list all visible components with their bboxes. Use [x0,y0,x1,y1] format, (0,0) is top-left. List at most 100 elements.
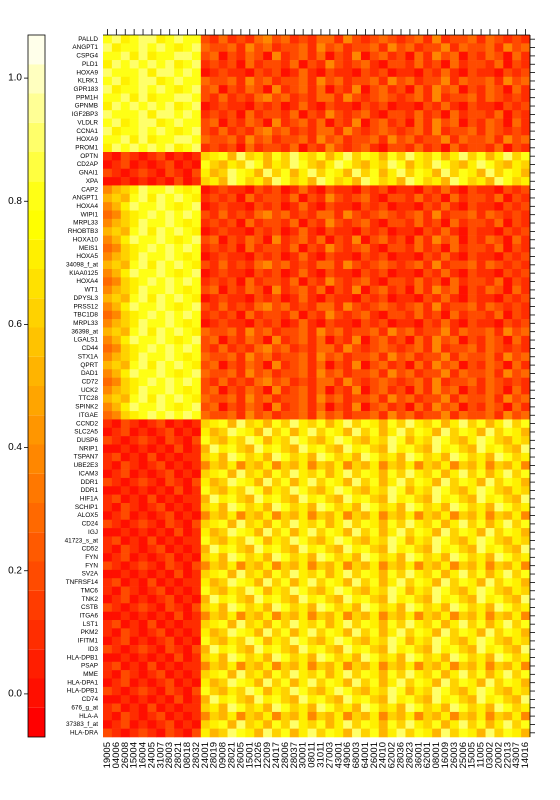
heatmap-cell [103,419,113,429]
heatmap-cell [414,277,424,287]
heatmap-cell [369,269,380,278]
heatmap-cell [369,703,380,713]
heatmap-cell [485,670,495,679]
heatmap-cell [441,436,451,445]
heatmap-cell [263,544,273,554]
heatmap-cell [458,135,469,144]
heatmap-cell [369,519,380,529]
heatmap-cell [467,486,477,495]
heatmap-cell [485,695,495,704]
heatmap-cell [512,561,522,571]
heatmap-cell [521,411,531,420]
heatmap-cell [334,411,344,420]
heatmap-cell [103,227,113,236]
heatmap-cell [236,51,246,61]
heatmap-cell [414,645,424,654]
heatmap-cell [129,486,139,495]
heatmap-cell [334,85,344,94]
heatmap-cell [111,310,122,320]
heatmap-cell [289,218,300,228]
heatmap-cell [254,452,264,462]
heatmap-cell [174,452,184,462]
heatmap-cell [272,243,282,253]
heatmap-cell [272,386,282,395]
heatmap-cell [414,686,424,696]
heatmap-cell [307,536,317,546]
heatmap-cell [316,76,326,86]
heatmap-cell [458,285,469,295]
heatmap-cell [165,519,175,529]
heatmap-cell [245,703,255,713]
heatmap-cell [103,43,113,53]
heatmap-cell [360,193,371,203]
heatmap-cell [263,486,273,495]
heatmap-cell [111,720,122,729]
heatmap-cell [441,419,451,429]
heatmap-cell [236,202,246,211]
heatmap-cell [191,461,202,470]
heatmap-cell [334,544,344,554]
heatmap-cell [432,76,442,86]
heatmap-cell [254,536,264,546]
heatmap-cell [449,60,460,69]
heatmap-cell [138,586,148,596]
heatmap-cell [387,411,397,420]
column-label: 28036 [396,742,407,768]
key-band [28,327,45,357]
heatmap-cell [111,594,122,604]
heatmap-cell [423,503,433,512]
heatmap-cell [396,720,406,729]
heatmap-cell [174,143,184,153]
heatmap-cell [423,519,433,529]
heatmap-cell [378,235,388,245]
heatmap-cell [120,452,130,462]
heatmap-cell [120,444,130,454]
heatmap-cell [245,653,255,663]
heatmap-cell [227,377,237,387]
heatmap-cell [423,327,433,337]
heatmap-cell [183,302,193,312]
heatmap-cell [156,394,166,404]
heatmap-cell [387,168,397,178]
heatmap-cell [334,302,344,312]
heatmap-cell [129,594,139,604]
heatmap-cell [521,360,531,370]
heatmap-cell [120,76,130,86]
heatmap-cell [476,728,486,738]
heatmap-cell [441,586,451,596]
heatmap-cell [254,386,264,395]
heatmap-cell [369,653,380,663]
heatmap-cell [494,645,504,654]
heatmap-cell [298,569,308,579]
heatmap-cell [183,436,193,445]
heatmap-cell [494,561,504,571]
heatmap-cell [512,160,522,170]
heatmap-cell [405,394,415,404]
heatmap-cell [147,628,157,638]
heatmap-cell [280,728,291,738]
heatmap-cell [156,452,166,462]
heatmap-cell [138,511,148,521]
heatmap-cell [191,394,202,404]
heatmap-cell [263,85,273,94]
heatmap-cell [432,469,442,479]
heatmap-cell [280,519,291,529]
heatmap-cell [316,60,326,69]
heatmap-cell [272,553,282,562]
heatmap-cell [183,85,193,94]
heatmap-cell [405,35,415,44]
heatmap-cell [343,711,353,721]
heatmap-cell [334,477,344,487]
heatmap-cell [298,135,308,144]
heatmap-cell [272,210,282,220]
heatmap-cell [254,645,264,654]
heatmap-cell [396,695,406,704]
heatmap-cell [467,277,477,287]
heatmap-cell [378,477,388,487]
heatmap-cell [423,60,433,69]
heatmap-cell [245,611,255,621]
heatmap-cell [369,260,380,270]
heatmap-cell [165,528,175,537]
heatmap-cell [512,243,522,253]
heatmap-cell [298,503,308,512]
